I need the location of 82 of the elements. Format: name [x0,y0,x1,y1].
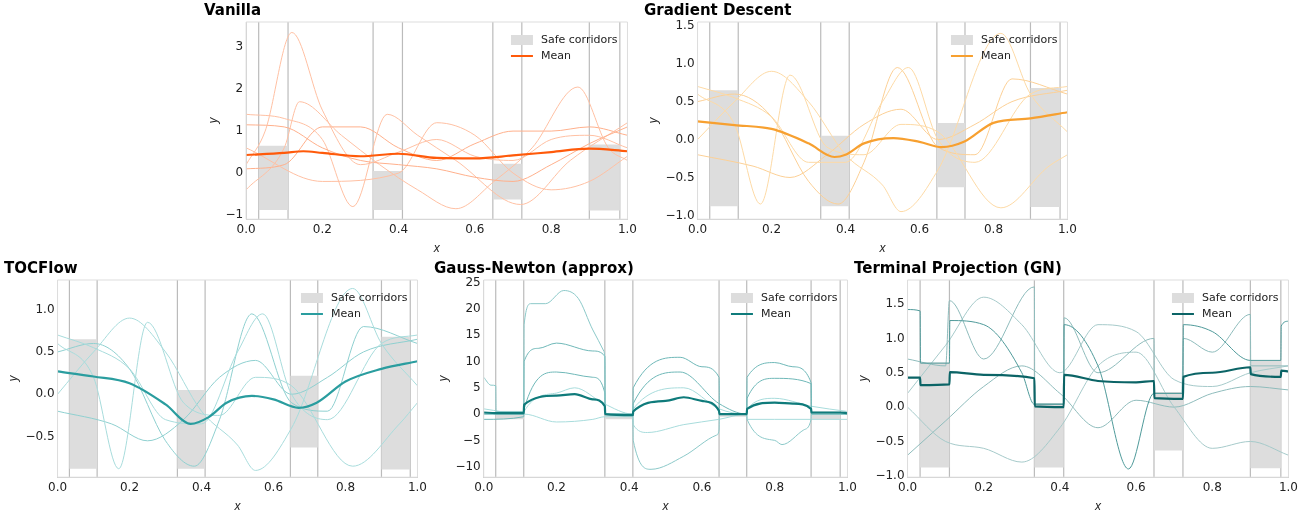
y-tick-label: 5 [473,379,481,394]
legend-label: Mean [330,306,361,320]
x-tick-label: 0.4 [191,479,212,494]
x-tick-label: 0.2 [546,479,567,494]
x-tick-label: 1.0 [1057,221,1077,236]
x-tick-label: 0.2 [761,221,782,236]
chart-title: Gauss-Newton (approx) [434,258,634,277]
x-axis-title: x [661,499,670,514]
x-tick-label: 0.4 [619,479,639,494]
chart-title: Terminal Projection (GN) [854,258,1062,277]
y-tick-label: −1.0 [875,467,905,482]
chart-title: Vanilla [204,0,262,19]
x-tick-label: 1.0 [837,479,857,494]
x-tick-label: 0.0 [47,479,68,494]
y-tick-label: 15 [465,327,481,342]
chart-title: Gradient Descent [644,0,792,19]
y-tick-label: 0 [473,406,481,421]
x-tick-label: 0.8 [1202,479,1222,494]
y-tick-label: −0.5 [25,428,55,443]
x-tick-label: 0.2 [312,221,332,236]
y-tick-label: 0.5 [35,344,55,359]
y-tick-label: 3 [235,39,244,54]
x-tick-label: 0.8 [765,479,785,494]
x-tick-label: 0.4 [835,221,856,236]
y-tick-label: 10 [465,353,481,368]
x-tick-label: 0.8 [541,221,561,236]
x-tick-label: 1.0 [617,221,637,236]
y-tick-label: −10 [455,458,481,473]
y-tick-label: 0.0 [675,131,695,146]
legend-label: Safe corridors [1201,290,1279,304]
y-tick-label: −0.5 [665,169,695,184]
y-axis-title: y [645,116,660,125]
x-tick-label: 0.6 [1126,479,1146,494]
y-tick-label: 0.0 [885,399,905,414]
y-tick-label: 2 [235,81,244,96]
legend-label: Mean [760,306,791,320]
legend-label: Mean [1201,306,1232,320]
x-tick-label: 0.2 [974,479,994,494]
y-tick-label: 1.0 [35,301,55,316]
y-tick-label: 1.0 [675,55,695,70]
x-tick-label: 0.6 [909,221,930,236]
y-tick-label: 0.5 [885,364,905,379]
legend-label: Safe corridors [540,32,618,46]
y-tick-label: 1.5 [675,17,695,32]
y-axis-title: y [855,374,870,383]
x-axis-title: x [1094,499,1102,514]
y-tick-label: 25 [465,274,481,289]
x-axis-title: x [432,241,441,256]
y-tick-label: −1.0 [665,207,695,222]
x-tick-label: 0.2 [119,479,140,494]
y-tick-label: 0 [235,165,244,180]
x-tick-label: 0.8 [983,221,1004,236]
x-tick-label: 1.0 [407,479,427,494]
y-tick-label: −5 [463,432,481,447]
y-axis-title: y [5,374,20,383]
legend-label: Safe corridors [330,290,408,304]
x-axis-title: x [878,241,887,256]
y-tick-label: 0.5 [675,93,695,108]
x-tick-label: 0.4 [1050,479,1070,494]
legend-label: Mean [980,48,1011,62]
legend-label: Safe corridors [980,32,1058,46]
y-tick-label: 0.0 [35,386,55,401]
x-tick-label: 0.0 [897,479,918,494]
chart-title: TOCFlow [4,258,78,277]
x-tick-label: 0.8 [335,479,356,494]
y-axis-title: y [205,116,220,125]
y-tick-label: −0.5 [875,433,905,448]
x-tick-label: 0.6 [263,479,284,494]
y-axis-title: y [435,374,450,383]
y-tick-label: 1.0 [885,330,905,345]
x-tick-label: 1.0 [1278,479,1298,494]
y-tick-label: 1 [235,123,244,138]
x-tick-label: 0.4 [389,221,409,236]
y-tick-label: 20 [465,301,481,316]
x-tick-label: 0.0 [687,221,708,236]
legend-label: Safe corridors [760,290,838,304]
x-tick-label: 0.6 [465,221,485,236]
x-axis-title: x [233,499,242,514]
legend-label: Mean [540,48,571,62]
y-tick-label: −1 [225,207,244,222]
y-tick-label: 1.5 [885,296,905,311]
x-tick-label: 0.6 [692,479,712,494]
